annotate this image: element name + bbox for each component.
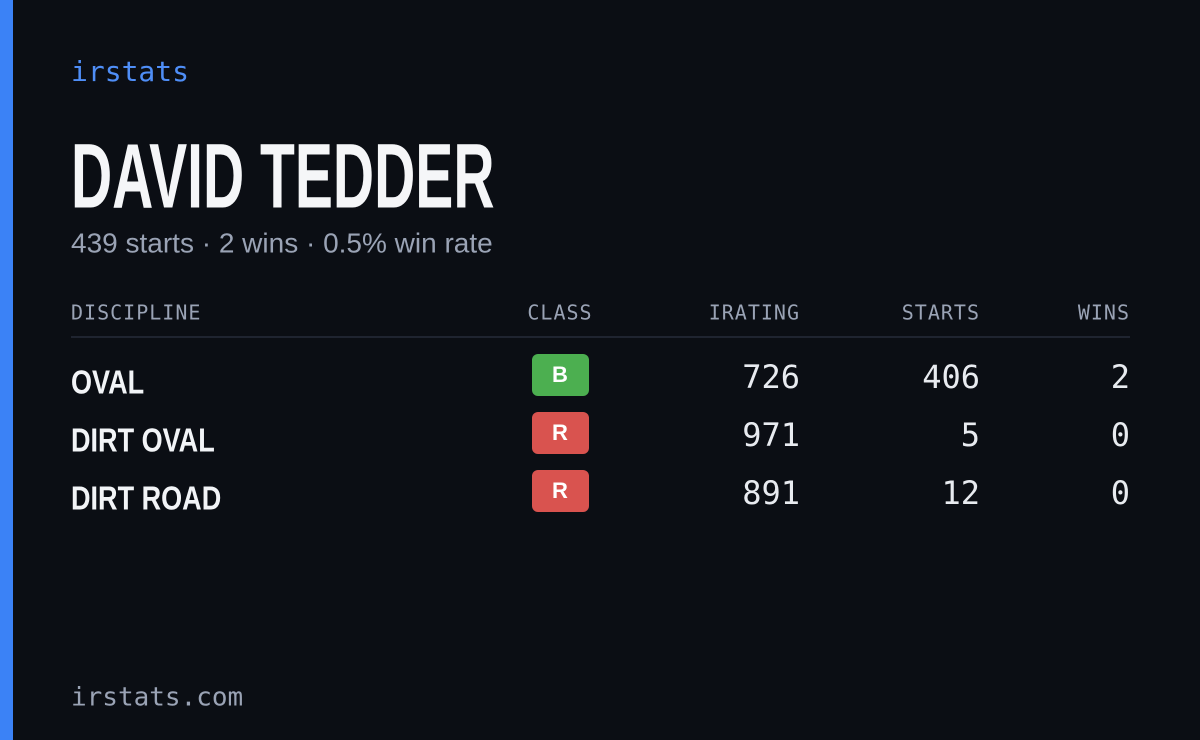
footer-url: irstats.com	[71, 683, 243, 713]
column-header: STARTS	[902, 301, 980, 325]
class-letter: R	[552, 478, 568, 503]
wins: 0	[1111, 416, 1130, 454]
class-letter: B	[552, 362, 568, 387]
discipline: DIRT ROAD	[71, 481, 221, 517]
accent-bar	[0, 0, 13, 740]
column-header: DISCIPLINE	[71, 301, 201, 325]
column-header: CLASS	[527, 301, 592, 325]
discipline: DIRT OVAL	[71, 423, 215, 459]
class-badge	[532, 412, 589, 454]
class-badge	[532, 354, 589, 396]
wins: 0	[1111, 474, 1130, 512]
irating: 726	[742, 358, 800, 396]
starts: 12	[941, 474, 980, 512]
brand: irstats	[71, 55, 189, 88]
column-header: IRATING	[709, 301, 800, 325]
starts: 406	[922, 358, 980, 396]
class-badge	[532, 470, 589, 512]
player-name: DAVID TEDDER	[71, 126, 495, 228]
column-header: WINS	[1078, 301, 1130, 325]
discipline: OVAL	[71, 365, 144, 401]
starts: 5	[961, 416, 980, 454]
irating: 971	[742, 416, 800, 454]
class-letter: R	[552, 420, 568, 445]
irating: 891	[742, 474, 800, 512]
summary: 439 starts · 2 wins · 0.5% win rate	[71, 227, 493, 258]
wins: 2	[1111, 358, 1130, 396]
